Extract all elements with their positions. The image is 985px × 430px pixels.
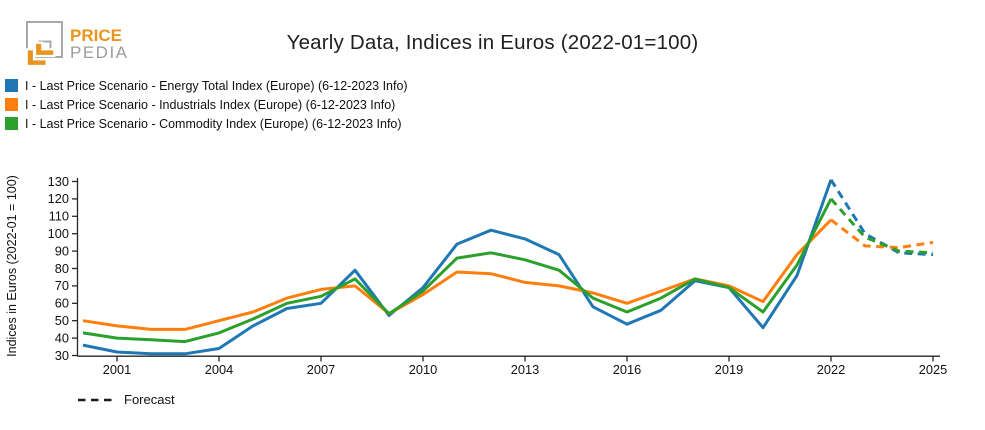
chart-title: Yearly Data, Indices in Euros (2022-01=1…: [286, 31, 699, 54]
legend-item-commodity: I - Last Price Scenario - Commodity Inde…: [5, 116, 408, 131]
y-tick-label: 80: [55, 261, 69, 276]
legend-label: I - Last Price Scenario - Commodity Inde…: [25, 116, 402, 131]
industrials-legend-swatch: [5, 98, 18, 111]
series-line-industrials-index: [82, 218, 833, 331]
y-tick-label: 120: [48, 191, 69, 206]
forecast-legend: Forecast: [78, 392, 175, 407]
y-tick-label: 110: [49, 209, 69, 224]
forecast-dashed-line-icon: [78, 398, 114, 401]
x-tick-label: 2013: [511, 362, 539, 377]
series-forecast-line-industrials-index: [830, 218, 934, 250]
legend-label: I - Last Price Scenario - Energy Total I…: [25, 78, 408, 93]
series-forecast-line-commodity-index: [829, 197, 934, 255]
logo-text-price: PRICE: [70, 26, 122, 45]
legend-item-industrials: I - Last Price Scenario - Industrials In…: [5, 97, 408, 112]
x-tick-label: 2022: [817, 362, 845, 377]
y-tick-label: 90: [55, 243, 69, 258]
y-tick-label: 100: [48, 226, 69, 241]
x-tick-label: 2025: [919, 362, 947, 377]
y-tick-label: 70: [55, 278, 69, 293]
legend-label: I - Last Price Scenario - Industrials In…: [25, 97, 396, 112]
x-tick-label: 2001: [103, 362, 131, 377]
x-tick-label: 2016: [613, 362, 641, 377]
pricepedia-logo: PRICE PEDIA: [15, 10, 175, 74]
series-legend: I - Last Price Scenario - Energy Total I…: [5, 79, 408, 136]
x-tick-label: 2004: [205, 362, 233, 377]
y-tick-label: 130: [48, 174, 69, 189]
pricepedia-logo-icon: PRICE PEDIA: [25, 21, 129, 68]
x-tick-label: 2010: [409, 362, 437, 377]
legend-item-energy: I - Last Price Scenario - Energy Total I…: [5, 78, 408, 93]
y-tick-label: 30: [55, 348, 69, 363]
y-tick-label: 50: [55, 313, 69, 328]
x-tick-label: 2019: [715, 362, 743, 377]
y-tick-label: 60: [55, 296, 69, 311]
forecast-legend-label: Forecast: [124, 392, 175, 407]
series-line-commodity-index: [82, 198, 833, 344]
energy-legend-swatch: [5, 79, 18, 92]
x-tick-label: 2007: [307, 362, 335, 377]
logo-text-pedia: PEDIA: [70, 43, 129, 62]
commodity-legend-swatch: [5, 117, 18, 130]
y-tick-label: 40: [55, 330, 69, 345]
